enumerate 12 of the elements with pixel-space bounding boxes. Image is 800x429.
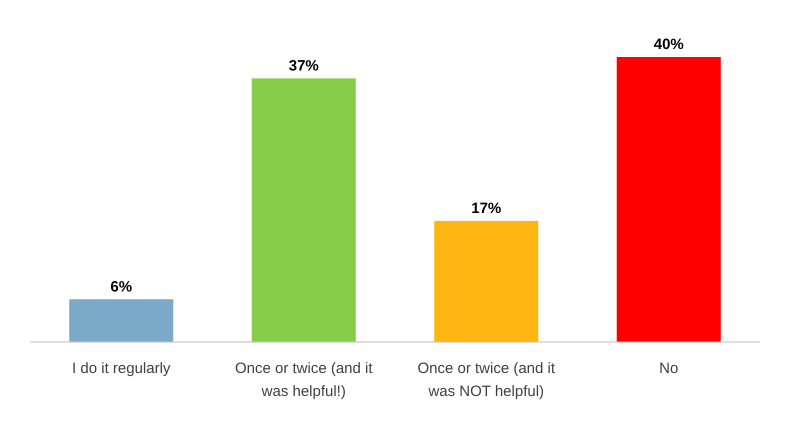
bar: [69, 299, 174, 342]
x-tick-label: No: [659, 360, 678, 377]
data-label: 40%: [654, 36, 684, 53]
data-label: 37%: [288, 57, 319, 74]
bar: [616, 57, 721, 342]
data-label: 6%: [110, 278, 132, 296]
x-tick-label: I do it regularly: [72, 360, 171, 377]
bar: [252, 78, 356, 342]
x-tick-label: Once or twice (and it was NOT helpful): [417, 360, 556, 400]
bar: [434, 220, 538, 342]
x-tick-label: Once or twice (and it was helpful!): [234, 360, 374, 400]
data-label: 17%: [471, 200, 502, 217]
